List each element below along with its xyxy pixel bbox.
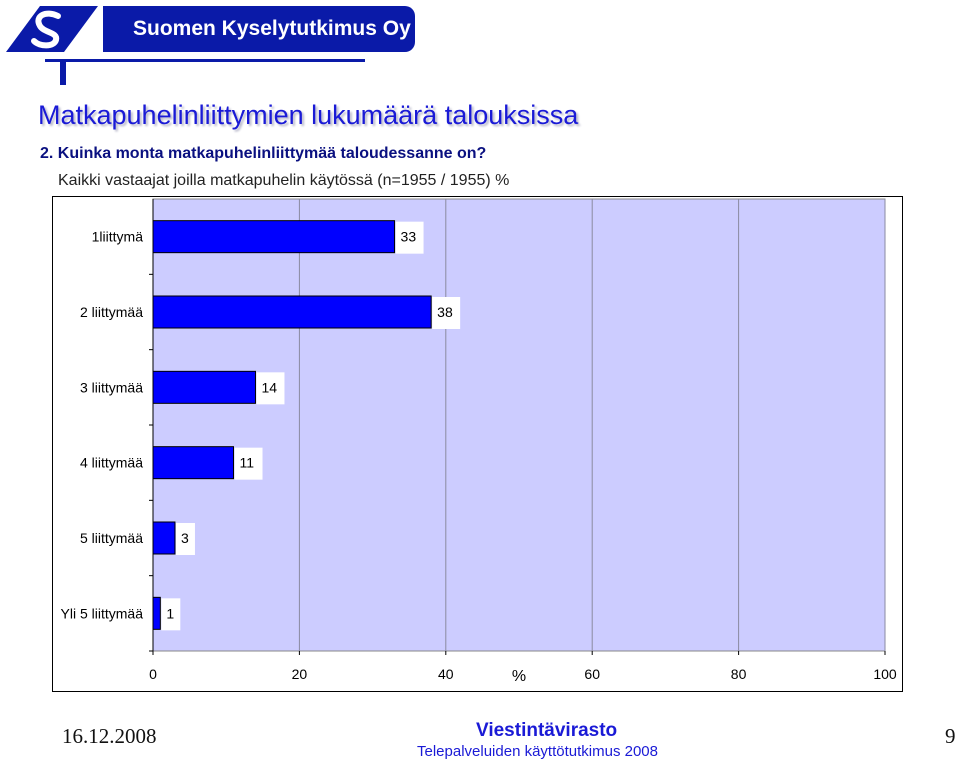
bar xyxy=(152,596,161,630)
question-text: 2. Kuinka monta matkapuhelinliittymää ta… xyxy=(40,145,487,162)
page-title: Matkapuhelinliittymien lukumäärä talouks… xyxy=(38,100,579,130)
bar xyxy=(152,220,396,254)
category-label: 3 liittymää xyxy=(80,379,143,395)
data-label-bg xyxy=(175,523,195,555)
category-label: 2 liittymää xyxy=(80,304,143,320)
bar xyxy=(152,370,256,404)
category-label: 5 liittymää xyxy=(80,530,143,546)
category-label: 1liittymä xyxy=(92,229,144,245)
bar xyxy=(152,446,235,480)
data-label: 11 xyxy=(240,455,255,471)
page-number: 9 xyxy=(945,724,956,748)
chart-canvas: 0 20 40 60 80 100% 1liittymä 33 2 liittymää 38 3 l… xyxy=(61,198,897,685)
plot-area xyxy=(152,198,886,652)
x-tick-label: 20 xyxy=(292,666,308,682)
data-label-bg xyxy=(395,221,424,254)
company-name: Suomen Kyselytutkimus Oy xyxy=(133,17,411,40)
footer-date: 16.12.2008 xyxy=(62,724,157,748)
x-tick-label: 40 xyxy=(438,666,454,682)
company-logo xyxy=(6,6,98,52)
data-label: 14 xyxy=(261,379,277,395)
category-label: 4 liittymää xyxy=(80,455,143,471)
x-tick-label: 60 xyxy=(584,666,600,682)
bar xyxy=(152,521,176,555)
company-name-banner: Suomen Kyselytutkimus Oy xyxy=(103,6,415,52)
category-label: Yli 5 liittymää xyxy=(61,605,144,621)
data-label-bg xyxy=(234,447,263,480)
brand-underline xyxy=(45,59,365,62)
bar-chart: 0 20 40 60 80 100% 1liittymä 33 2 liittymää 38 3 l… xyxy=(52,196,903,692)
footer-study: Telepalveluiden käyttötutkimus 2008 xyxy=(417,743,658,760)
chart-subtitle: Kaikki vastaajat joilla matkapuhelin käy… xyxy=(58,172,510,189)
x-axis-label: % xyxy=(512,668,526,685)
data-label: 1 xyxy=(166,605,174,621)
footer-organization: Viestintävirasto xyxy=(476,720,618,741)
x-tick-label: 0 xyxy=(149,666,157,682)
data-label-bg xyxy=(256,372,285,405)
data-label: 33 xyxy=(401,229,417,245)
x-tick-label: 80 xyxy=(731,666,747,682)
x-tick-label: 100 xyxy=(873,666,897,682)
data-label-bg xyxy=(161,598,181,631)
bar xyxy=(152,295,432,329)
data-label-bg xyxy=(432,297,461,329)
brand-tick xyxy=(60,59,66,85)
data-label: 3 xyxy=(181,530,189,546)
data-label: 38 xyxy=(437,304,453,320)
